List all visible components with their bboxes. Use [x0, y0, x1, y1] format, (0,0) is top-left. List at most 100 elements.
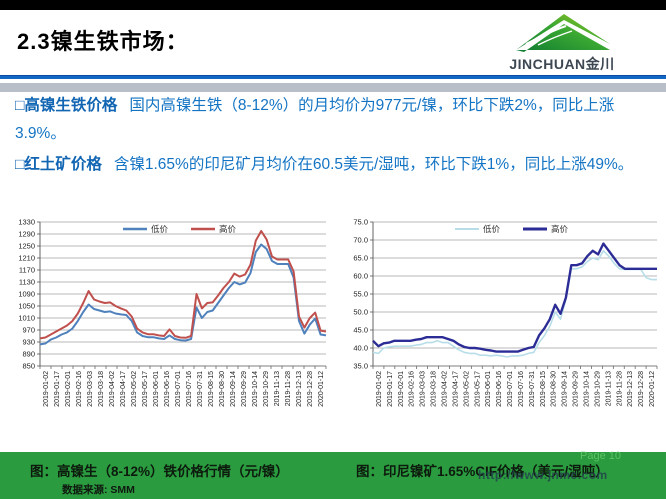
logo-wordmark: JINCHUAN金川	[509, 56, 615, 72]
svg-text:1010: 1010	[18, 314, 35, 323]
legend: 低价 高价	[455, 224, 569, 234]
svg-text:2019-05-17: 2019-05-17	[142, 371, 149, 407]
svg-text:2019-06-16: 2019-06-16	[496, 371, 503, 407]
svg-text:2019-03-18: 2019-03-18	[431, 371, 438, 407]
svg-text:2019-08-15: 2019-08-15	[540, 371, 547, 407]
svg-text:2019-08-15: 2019-08-15	[208, 371, 215, 407]
svg-text:2019-01-02: 2019-01-02	[376, 371, 383, 407]
svg-text:35.0: 35.0	[353, 362, 368, 371]
svg-text:2019-11-28: 2019-11-28	[616, 371, 623, 406]
svg-text:1050: 1050	[18, 302, 35, 311]
svg-text:低价: 低价	[483, 224, 501, 234]
chart-indonesia-ore-price: 35.0 40.0 45.0 50.0 55.0 60.0 65.0 70.0 75.0 2019…	[353, 218, 658, 407]
svg-text:1250: 1250	[18, 242, 35, 251]
svg-text:2019-05-02: 2019-05-02	[131, 371, 138, 407]
svg-text:2019-11-13: 2019-11-13	[605, 371, 612, 406]
header-divider-blue	[0, 75, 666, 79]
svg-text:2019-12-28: 2019-12-28	[307, 371, 314, 407]
svg-text:75.0: 75.0	[353, 218, 368, 227]
svg-text:2019-07-01: 2019-07-01	[507, 371, 514, 407]
x-axis: 2019-01-02 2019-01-17 2019-02-01 2019-02-16…	[372, 366, 658, 407]
svg-text:850: 850	[22, 362, 35, 371]
caption-left-chart: 图：高镍生（8-12%）铁价格行情（元/镍）	[30, 464, 289, 479]
svg-text:2019-02-01: 2019-02-01	[398, 371, 405, 407]
svg-text:2019-07-16: 2019-07-16	[186, 371, 193, 407]
top-black-bar	[0, 0, 666, 10]
svg-text:2019-02-01: 2019-02-01	[65, 371, 72, 407]
svg-text:2019-06-01: 2019-06-01	[153, 371, 160, 407]
svg-text:高价: 高价	[551, 224, 569, 234]
svg-text:1330: 1330	[18, 218, 35, 227]
svg-text:2020-01-12: 2020-01-12	[649, 371, 656, 407]
series-高价	[39, 230, 327, 340]
svg-text:70.0: 70.0	[353, 236, 368, 245]
svg-text:930: 930	[22, 338, 35, 347]
svg-text:970: 970	[22, 326, 35, 335]
svg-text:2019-09-14: 2019-09-14	[562, 371, 569, 407]
footer-band	[0, 452, 666, 499]
svg-text:50.0: 50.0	[353, 308, 368, 317]
svg-text:2019-05-02: 2019-05-02	[463, 371, 470, 407]
grid: 850 890 930 970 1010 1050 1090 1130 1170 1210 1250…	[18, 218, 326, 371]
svg-text:60.0: 60.0	[353, 272, 368, 281]
svg-text:2019-04-02: 2019-04-02	[442, 371, 449, 407]
svg-text:2019-03-18: 2019-03-18	[98, 371, 105, 407]
svg-text:2019-10-29: 2019-10-29	[594, 371, 601, 407]
svg-text:2019-10-14: 2019-10-14	[584, 371, 591, 407]
svg-text:2019-09-29: 2019-09-29	[241, 371, 248, 407]
svg-text:2019-01-02: 2019-01-02	[43, 371, 50, 407]
logo-mountain-icon	[516, 14, 610, 52]
svg-text:890: 890	[22, 350, 35, 359]
svg-text:2019-09-14: 2019-09-14	[230, 371, 237, 407]
page-number-watermark: Page 10	[580, 450, 621, 462]
svg-text:2019-01-17: 2019-01-17	[54, 371, 61, 407]
svg-text:2019-12-13: 2019-12-13	[296, 371, 303, 407]
svg-text:2020-01-12: 2020-01-12	[318, 371, 325, 407]
svg-text:2019-07-01: 2019-07-01	[175, 371, 182, 407]
svg-text:2019-08-30: 2019-08-30	[551, 371, 558, 407]
series-低价	[39, 243, 327, 346]
svg-text:2019-12-28: 2019-12-28	[638, 371, 645, 407]
svg-text:2019-11-28: 2019-11-28	[285, 371, 292, 406]
svg-text:2019-04-02: 2019-04-02	[109, 371, 116, 407]
svg-text:2019-10-29: 2019-10-29	[263, 371, 270, 407]
bullet-item-laterite-price: □红土矿价格 含镍1.65%的印尼矿月均价在60.5美元/湿吨，环比下跌1%，同比…	[15, 151, 657, 179]
page-title: 2.3镍生铁市场：	[17, 29, 189, 54]
svg-text:1130: 1130	[19, 278, 35, 287]
svg-text:2019-04-17: 2019-04-17	[452, 371, 459, 407]
grid: 35.0 40.0 45.0 50.0 55.0 60.0 65.0 70.0 75.0	[353, 218, 657, 371]
svg-text:65.0: 65.0	[353, 254, 368, 263]
svg-text:2019-04-17: 2019-04-17	[120, 371, 127, 407]
svg-text:2019-07-16: 2019-07-16	[518, 371, 525, 407]
legend: 低价 高价	[123, 224, 237, 234]
svg-text:低价: 低价	[151, 224, 169, 234]
svg-text:2019-10-14: 2019-10-14	[252, 371, 259, 407]
svg-text:2019-05-17: 2019-05-17	[474, 371, 481, 407]
svg-text:2019-06-01: 2019-06-01	[485, 371, 492, 407]
bullet-list: □高镍生铁价格 国内高镍生铁（8-12%）的月均价为977元/镍，环比下跌2%，同…	[15, 92, 657, 182]
bullet-text: 含镍1.65%的印尼矿月均价在60.5美元/湿吨，环比下跌1%，同比上涨49%。	[113, 156, 634, 173]
svg-text:1090: 1090	[18, 290, 35, 299]
data-source-note: 数据来源: SMM	[62, 484, 135, 496]
url-watermark: http://www.jnmc.com	[478, 468, 608, 482]
svg-text:1210: 1210	[18, 254, 35, 263]
bullet-item-npi-price: □高镍生铁价格 国内高镍生铁（8-12%）的月均价为977元/镍，环比下跌2%，同…	[15, 92, 657, 148]
svg-text:2019-07-31: 2019-07-31	[197, 371, 204, 407]
header-divider-gray	[0, 83, 666, 92]
svg-text:2019-02-16: 2019-02-16	[76, 371, 83, 407]
svg-text:1170: 1170	[19, 266, 35, 275]
svg-text:2019-03-03: 2019-03-03	[420, 371, 427, 407]
svg-text:2019-07-31: 2019-07-31	[529, 371, 536, 407]
bullet-text: 国内高镍生铁（8-12%）的月均价为977元/镍，环比下跌2%，同比上涨3.9%…	[15, 97, 615, 142]
svg-text:2019-06-16: 2019-06-16	[164, 371, 171, 407]
svg-text:2019-09-29: 2019-09-29	[573, 371, 580, 407]
svg-text:2019-12-13: 2019-12-13	[627, 371, 634, 407]
jinchuan-logo: JINCHUAN金川	[492, 10, 632, 72]
svg-text:45.0: 45.0	[353, 326, 368, 335]
x-axis: 2019-01-02 2019-01-17 2019-02-01 2019-02-16…	[39, 366, 327, 407]
bullet-label: □高镍生铁价格	[15, 97, 118, 114]
chart-npi-price: 850 890 930 970 1010 1050 1090 1130 1170 1210 1250…	[18, 218, 327, 407]
series-低价	[372, 249, 657, 358]
svg-text:高价: 高价	[219, 224, 237, 234]
